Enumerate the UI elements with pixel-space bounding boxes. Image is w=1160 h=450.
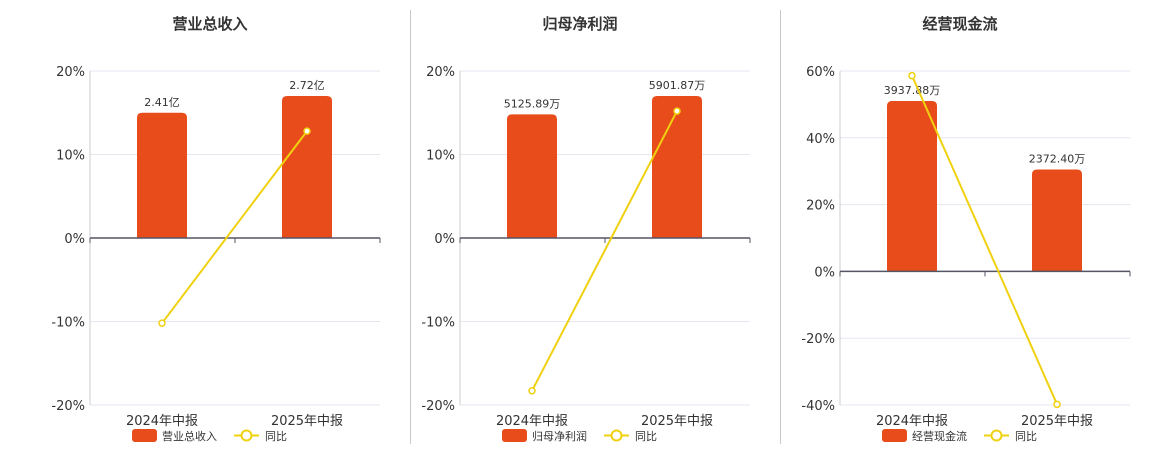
yoy-line [911,75,1058,405]
yoy-point [908,71,916,80]
y-tick-label: 0% [64,232,85,247]
legend-bar-swatch [882,429,907,442]
legend-bar-label: 营业总收入 [162,429,217,443]
legend-line-marker [990,429,1003,442]
bar-value-label: 3937.88万 [884,84,941,97]
net-profit-chart-panel: 归母净利润 20% 10% 0% -10% -20% 5125.89万 5901.87万 202… [370,0,770,450]
y-tick-label: 20% [56,65,85,80]
bar-value-label: 2372.40万 [1029,153,1086,166]
bar-value-label: 5901.87万 [649,79,706,92]
x-tick-label: 2025年中报 [271,414,343,429]
y-tick-label: 20% [806,199,835,214]
y-tick-label: 0% [814,265,835,280]
y-tick-label: -10% [51,316,85,331]
y-tick-label: -20% [801,332,835,347]
legend-bar-swatch [502,429,527,442]
yoy-point [673,107,681,115]
x-tick-label: 2025年中报 [1021,414,1093,429]
y-tick-label: 10% [56,149,85,164]
bar [137,112,187,238]
x-tick-label: 2024年中报 [876,414,948,429]
revenue-chart-panel: 营业总收入 20% 10% 0% -10% -20% 2.41亿 2.72亿 2024年中报 20… [0,0,400,450]
legend-line-label: 同比 [1015,430,1037,443]
bar [282,96,332,238]
y-tick-label: -20% [51,399,85,414]
bar-value-label: 5125.89万 [504,97,561,110]
bar-value-label: 2.72亿 [289,79,325,92]
bar [507,114,557,238]
yoy-point [528,387,536,395]
yoy-line [531,110,678,392]
legend-bar-label: 经营现金流 [912,429,967,443]
cash-flow-chart-panel: 经营现金流 60% 40% 20% 0% -20% -40% 3937.88万 2372.40万… [740,0,1160,450]
chart-title: 归母净利润 [542,15,617,33]
legend-line-label: 同比 [635,430,657,443]
y-tick-label: 10% [426,149,455,164]
chart-title: 营业总收入 [172,15,247,33]
bar [1032,169,1082,272]
legend-line-label: 同比 [265,430,287,443]
legend-bar-swatch [132,429,157,442]
y-tick-label: -40% [801,399,835,414]
y-tick-label: 40% [806,132,835,147]
yoy-point [303,127,311,135]
y-tick-label: -20% [421,399,455,414]
y-tick-label: 20% [426,65,455,80]
y-tick-label: 60% [806,65,835,80]
chart-title: 经营现金流 [922,15,997,33]
panel-divider [780,10,781,444]
cash-flow-chart: 经营现金流 60% 40% 20% 0% -20% -40% 3937.88万 2372.40万… [801,15,1131,443]
bar [652,96,702,238]
x-tick-label: 2024年中报 [496,414,568,429]
revenue-chart: 营业总收入 20% 10% 0% -10% -20% 2.41亿 2.72亿 2024年中报 20… [51,15,381,443]
x-tick-label: 2025年中报 [641,414,713,429]
net-profit-chart: 归母净利润 20% 10% 0% -10% -20% 5125.89万 5901.87万 202… [421,15,751,443]
bar-value-label: 2.41亿 [144,96,180,109]
bar [887,101,937,272]
yoy-point [1053,400,1061,409]
y-tick-label: 0% [434,232,455,247]
yoy-line [161,130,308,324]
y-tick-label: -10% [421,316,455,331]
panel-divider [410,10,411,444]
yoy-point [158,319,166,327]
legend-line-marker [610,429,623,442]
legend-line-marker [240,429,253,442]
legend-bar-label: 归母净利润 [532,429,587,443]
x-tick-label: 2024年中报 [126,414,198,429]
